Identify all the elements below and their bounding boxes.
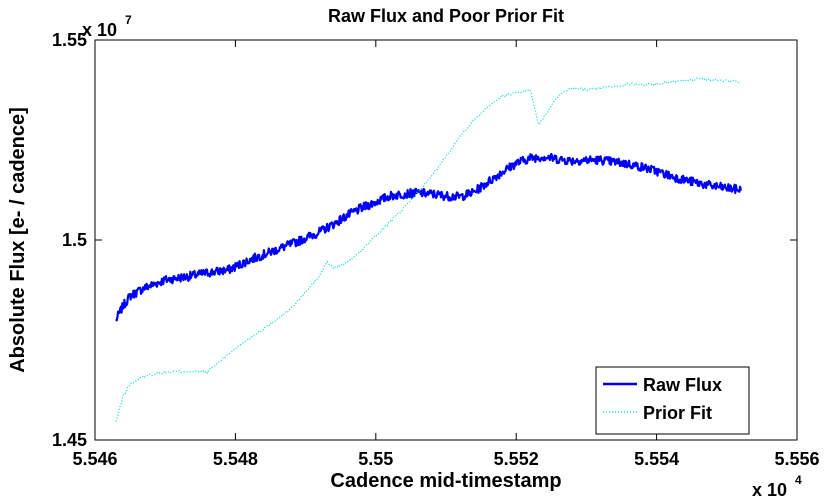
y-tick-label: 1.5: [62, 230, 87, 250]
series-line-raw-flux: [115, 152, 742, 322]
x-tick-label: 5.546: [72, 449, 117, 469]
y-tick-label: 1.45: [52, 430, 87, 450]
chart-title: Raw Flux and Poor Prior Fit: [328, 6, 564, 26]
x-tick-label: 5.552: [494, 449, 539, 469]
x-tick-label: 5.548: [213, 449, 258, 469]
legend-box: [595, 366, 750, 435]
y-tick-label: 1.55: [52, 30, 87, 50]
x-tick-label: 5.554: [634, 449, 679, 469]
x-tick-label: 5.556: [774, 449, 819, 469]
legend-label-prior-fit: Prior Fit: [643, 403, 712, 423]
legend-label-raw-flux: Raw Flux: [643, 375, 722, 395]
legend: Raw Flux Prior Fit: [595, 366, 750, 435]
x-tick-label: 5.55: [358, 449, 393, 469]
x-axis-multiplier: x 10 4: [752, 473, 802, 499]
y-axis-multiplier: x 10 7: [82, 13, 132, 40]
plot-layer: [115, 77, 742, 422]
y-axis-label: Absolute Flux [e- / cadence]: [7, 107, 29, 373]
series-line-prior-fit: [115, 77, 741, 422]
y-multiplier-base: x 10: [82, 20, 117, 40]
x-multiplier-exponent: 4: [795, 473, 802, 487]
x-multiplier-base: x 10: [752, 480, 787, 499]
ticks-layer: 5.546 5.548 5.55 5.552 5.554 5.556 1.45 1.5 1.55: [52, 30, 820, 469]
x-axis-label: Cadence mid-timestamp: [330, 470, 561, 492]
y-multiplier-exponent: 7: [125, 13, 132, 27]
